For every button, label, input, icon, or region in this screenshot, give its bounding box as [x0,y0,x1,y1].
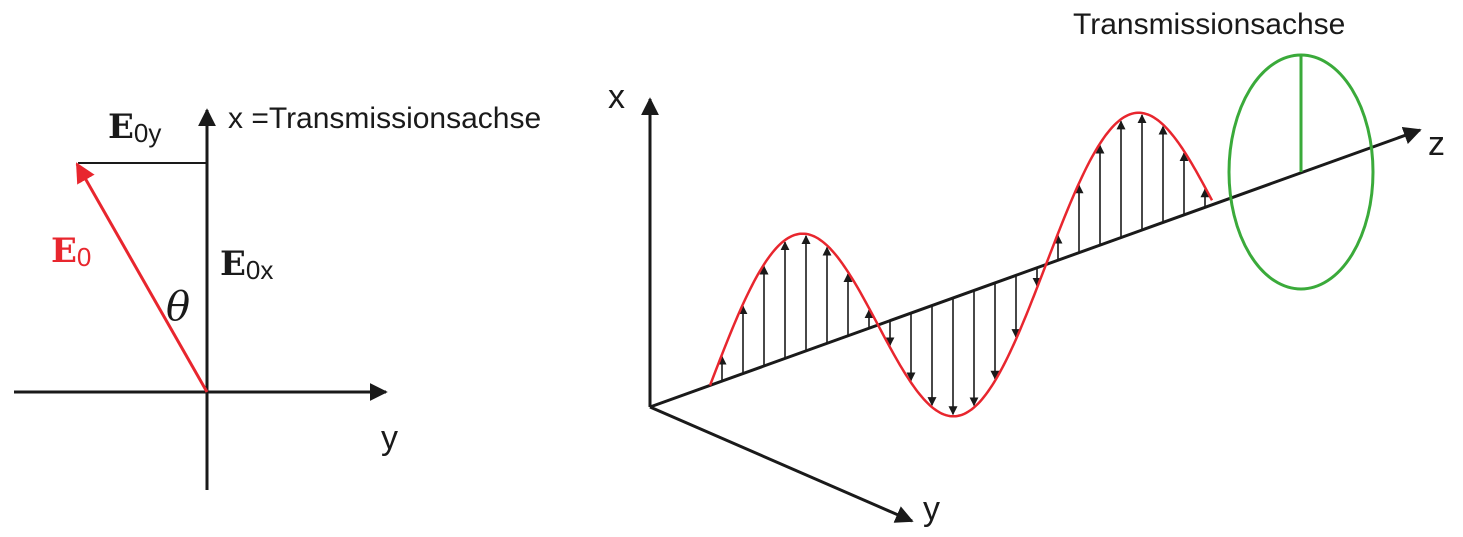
right-y-axis [649,405,914,523]
field-vector-arrows [717,114,1210,416]
left-y-axis-label: y [381,419,398,457]
e0-label: E0 [51,231,91,272]
e0x-label: E0x [220,244,273,285]
left-x-axis-label: x =Transmissionsachse [228,102,541,135]
polarizer-label: Transmissionsachse [1073,8,1345,41]
e0y-label: E0y [108,107,161,148]
e0-field-vector [75,162,209,393]
right-z-axis-label: z [1428,125,1445,163]
polarizer-ellipse [1227,53,1375,291]
right-x-axis-label: x [608,78,625,116]
e-field-wave [708,111,1214,418]
left-vector-diagram: x =Transmissionsachse y E0y E0 E0x θ [14,102,541,490]
right-wave-diagram: x y z Transmissionsachse [608,8,1445,528]
right-z-axis [649,127,1422,409]
right-y-axis-label: y [923,490,940,528]
theta-angle-label: θ [166,284,190,330]
